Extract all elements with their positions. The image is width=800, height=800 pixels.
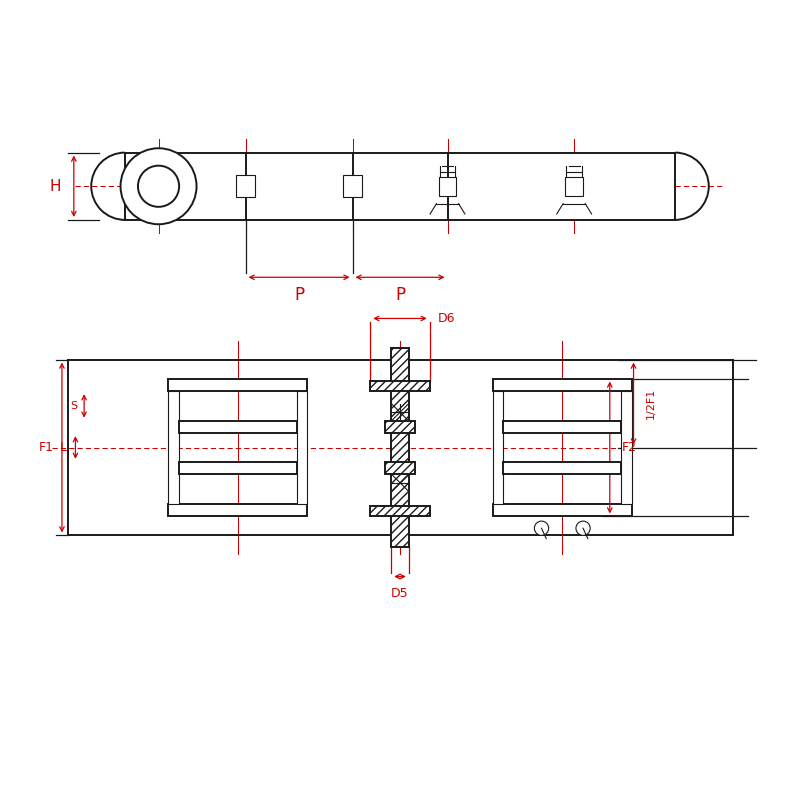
Bar <box>169 378 307 391</box>
Bar <box>179 421 297 434</box>
Bar <box>370 506 430 516</box>
Text: D6: D6 <box>438 312 455 325</box>
Bar <box>503 462 621 474</box>
Bar <box>493 378 631 391</box>
Text: D5: D5 <box>391 587 409 601</box>
Text: P: P <box>395 286 405 304</box>
Bar <box>503 421 621 434</box>
Text: 1/2F1: 1/2F1 <box>646 388 655 419</box>
Bar <box>438 177 456 196</box>
Text: L: L <box>60 441 67 454</box>
Text: S: S <box>70 401 78 411</box>
Circle shape <box>121 148 197 224</box>
Bar <box>385 462 415 474</box>
Bar <box>297 391 307 504</box>
Circle shape <box>138 166 179 207</box>
Text: F1: F1 <box>38 441 54 454</box>
Circle shape <box>534 521 549 535</box>
Bar <box>169 391 178 504</box>
Bar <box>493 504 631 516</box>
Bar <box>125 153 675 220</box>
Text: F2: F2 <box>622 441 637 454</box>
Circle shape <box>576 521 590 535</box>
Bar <box>343 175 362 198</box>
Text: H: H <box>50 178 62 194</box>
Text: P: P <box>294 286 304 304</box>
Bar <box>493 391 503 504</box>
Bar <box>385 421 415 434</box>
Bar <box>566 177 583 196</box>
Bar <box>391 348 409 547</box>
Bar <box>236 175 255 198</box>
Bar <box>169 504 307 516</box>
Bar <box>622 391 631 504</box>
Bar <box>370 381 430 391</box>
Bar <box>179 462 297 474</box>
